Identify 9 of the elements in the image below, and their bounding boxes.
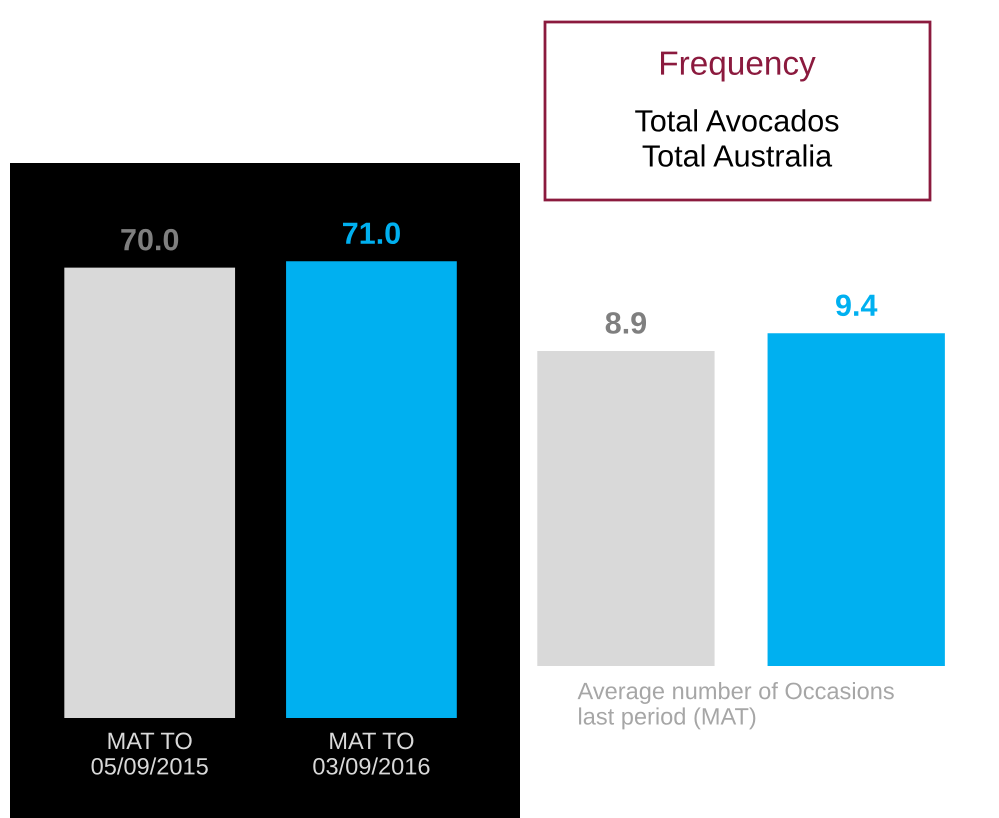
x-tick-label: MAT TO 05/09/2015 [92,732,208,775]
data-label: 9.4 [836,294,878,316]
chart-title: Frequency [660,52,816,82]
chart-subtitle: Total Avocados Total Australia [635,109,838,167]
x-tick-label: MAT TO 03/09/2016 [313,732,430,775]
data-label: 71.0 [343,222,400,244]
data-label: 8.9 [606,312,646,334]
x-axis-title: Average number of Occasions last period (MAT) [578,682,894,730]
data-label: 70.0 [121,228,178,250]
